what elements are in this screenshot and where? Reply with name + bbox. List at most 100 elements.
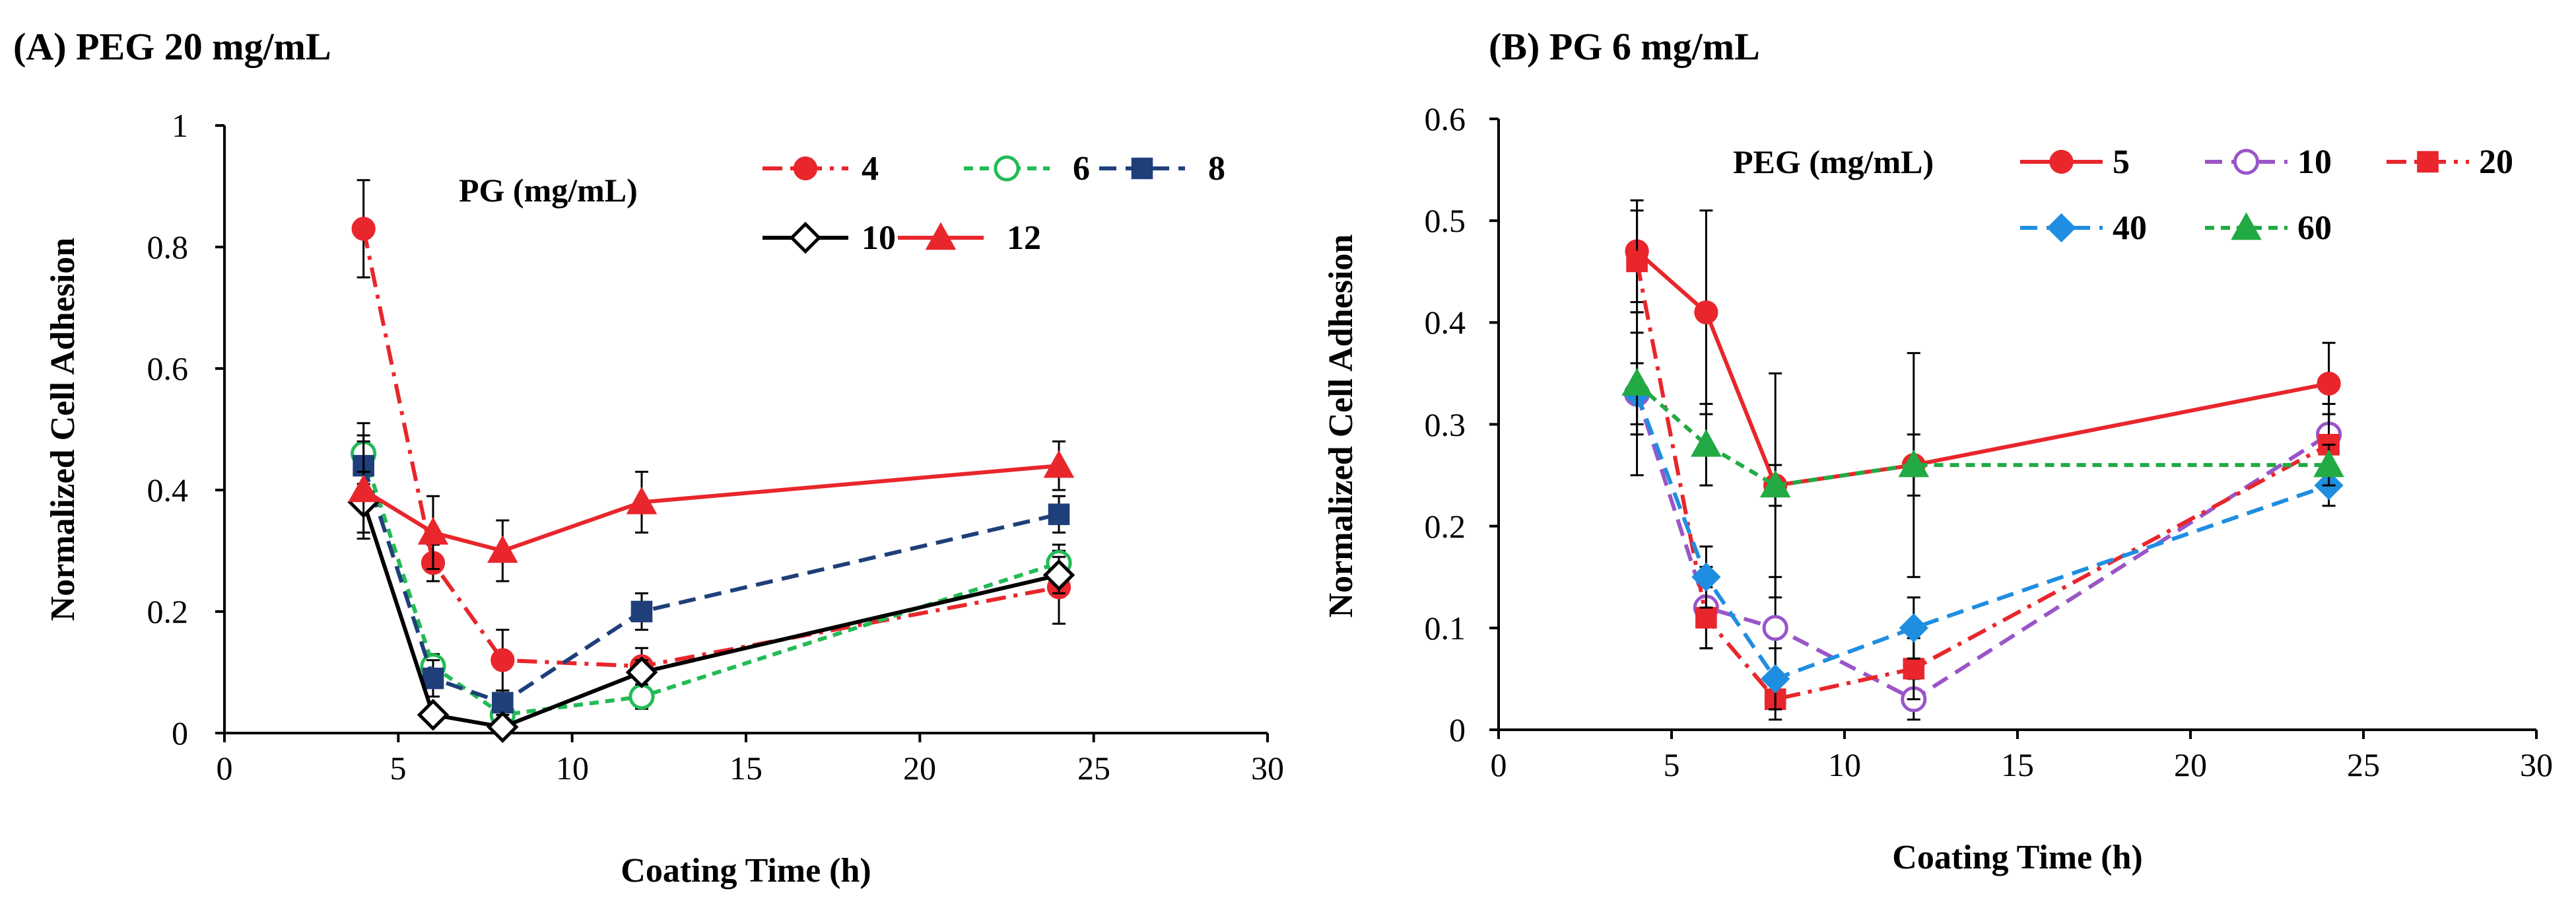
panel-b: (B) PG 6 mg/mL 0 0.1 0.2 0.3 0.4 0.5 0.6… bbox=[1322, 25, 2553, 876]
panel-a-y-tick-label: 0.4 bbox=[147, 472, 189, 509]
panel-a-legend-label: 10 bbox=[862, 219, 896, 257]
panel-b-y-tick-label: 0.6 bbox=[1425, 100, 1466, 137]
triangle-marker bbox=[1691, 429, 1722, 457]
panel-b-legend-label: 10 bbox=[2297, 143, 2332, 181]
panel-a-y-axis-title: Normalized Cell Adhesion bbox=[44, 238, 82, 621]
diamond-marker bbox=[417, 699, 450, 731]
series-line bbox=[1635, 261, 2330, 702]
diamond-marker bbox=[1761, 664, 1790, 694]
circle-marker bbox=[628, 684, 655, 710]
triangle-marker bbox=[417, 516, 449, 545]
panel-b-plot-area bbox=[1621, 199, 2344, 721]
panel-a-x-tick-label: 20 bbox=[903, 750, 936, 787]
panel-a-legend: PG (mg/mL) 4 6 8 10 12 bbox=[459, 150, 1225, 257]
panel-b-x-tick-label: 25 bbox=[2347, 746, 2380, 783]
panel-a-y-tick-label: 0 bbox=[172, 715, 188, 752]
panel-b-legend-label: 20 bbox=[2479, 143, 2513, 181]
triangle-marker bbox=[1759, 470, 1791, 498]
panel-b-legend-label: 60 bbox=[2297, 209, 2332, 247]
diamond-marker bbox=[1899, 613, 1928, 643]
square-marker bbox=[1131, 157, 1153, 180]
panel-b-legend-swatches bbox=[2020, 149, 2469, 243]
triangle-marker bbox=[2313, 449, 2344, 477]
circle-marker bbox=[2317, 371, 2341, 396]
panel-a-ticks bbox=[215, 124, 1269, 742]
square-marker bbox=[1048, 503, 1070, 526]
circle-marker bbox=[2049, 149, 2074, 174]
circle-marker bbox=[994, 155, 1020, 182]
panel-a-legend-label: 12 bbox=[1007, 219, 1041, 257]
series-8 bbox=[353, 434, 1070, 716]
panel-a-legend-label: 4 bbox=[862, 150, 879, 188]
square-marker bbox=[1626, 250, 1648, 273]
triangle-marker bbox=[1043, 450, 1075, 478]
panel-a-x-tick-label: 10 bbox=[556, 750, 589, 787]
panel-b-x-tick-label: 10 bbox=[1828, 746, 1861, 783]
diamond-marker bbox=[1042, 559, 1075, 592]
square-marker bbox=[1695, 607, 1717, 629]
diamond-marker bbox=[789, 221, 822, 254]
diamond-marker bbox=[487, 711, 519, 744]
panel-a-legend-title: PG (mg/mL) bbox=[459, 172, 638, 209]
panel-a-y-tick-labels: 0 0.2 0.4 0.6 0.8 1 bbox=[147, 107, 189, 752]
circle-marker bbox=[1762, 615, 1788, 641]
panel-a-y-tick-label: 0.6 bbox=[147, 350, 189, 387]
triangle-marker bbox=[626, 486, 658, 514]
panel-b-x-tick-label: 0 bbox=[1491, 746, 1507, 783]
panel-b-y-tick-label: 0.3 bbox=[1425, 406, 1466, 443]
panel-a-legend-label: 6 bbox=[1073, 150, 1090, 188]
triangle-marker bbox=[2231, 212, 2262, 240]
panel-b-x-axis-title: Coating Time (h) bbox=[1892, 839, 2142, 876]
panel-a-x-tick-label: 5 bbox=[390, 750, 407, 787]
panel-a-plot-area bbox=[347, 179, 1075, 744]
panel-a-y-tick-label: 0.8 bbox=[147, 229, 189, 265]
diamond-marker bbox=[2047, 213, 2076, 243]
panel-a-x-tick-label: 0 bbox=[217, 750, 233, 787]
triangle-marker bbox=[1898, 449, 1930, 477]
diamond-marker bbox=[1691, 562, 1721, 592]
panel-a-y-tick-label: 0.2 bbox=[147, 593, 189, 630]
circle-marker bbox=[1694, 300, 1718, 325]
panel-b-y-tick-labels: 0 0.1 0.2 0.3 0.4 0.5 0.6 bbox=[1425, 100, 1466, 748]
panel-a-x-tick-label: 30 bbox=[1251, 750, 1284, 787]
diamond-marker bbox=[625, 656, 658, 689]
panel-b-y-tick-label: 0.1 bbox=[1425, 610, 1466, 647]
panel-b-x-tick-label: 15 bbox=[2001, 746, 2034, 783]
panel-b-x-tick-label: 5 bbox=[1664, 746, 1680, 783]
square-marker bbox=[422, 667, 444, 689]
circle-marker bbox=[2233, 149, 2260, 175]
panel-b-y-tick-label: 0.5 bbox=[1425, 202, 1466, 239]
panel-b-ticks bbox=[1489, 118, 2538, 739]
panel-a: (A) PEG 20 mg/mL 0 0.2 0.4 0.6 0.8 1 0 5… bbox=[13, 25, 1284, 890]
panel-a-legend-label: 8 bbox=[1208, 150, 1225, 188]
panel-b-legend-label: 5 bbox=[2113, 143, 2130, 181]
panel-a-legend-swatches bbox=[763, 155, 1185, 254]
square-marker bbox=[492, 691, 514, 714]
panel-b-title: (B) PG 6 mg/mL bbox=[1489, 25, 1760, 68]
triangle-marker bbox=[348, 474, 379, 503]
panel-b-x-tick-label: 30 bbox=[2520, 746, 2553, 783]
square-marker bbox=[630, 600, 653, 623]
panel-a-x-axis-title: Coating Time (h) bbox=[621, 852, 871, 890]
panel-a-title: (A) PEG 20 mg/mL bbox=[13, 25, 331, 68]
panel-b-y-tick-label: 0.4 bbox=[1425, 304, 1466, 341]
panel-b-y-tick-label: 0 bbox=[1449, 711, 1466, 748]
panel-b-legend: PEG (mg/mL) 5 10 20 40 60 bbox=[1733, 143, 2513, 247]
panel-b-x-tick-labels: 0 5 10 15 20 25 30 bbox=[1491, 746, 2554, 783]
square-marker bbox=[2417, 151, 2439, 173]
panel-a-x-tick-label: 25 bbox=[1077, 750, 1110, 787]
panel-a-x-tick-label: 15 bbox=[729, 750, 763, 787]
triangle-marker bbox=[1621, 368, 1652, 396]
series-20 bbox=[1626, 209, 2340, 721]
series-12 bbox=[348, 440, 1075, 582]
circle-marker bbox=[351, 217, 376, 241]
series-60 bbox=[1621, 332, 2344, 507]
panel-b-x-tick-label: 20 bbox=[2174, 746, 2207, 783]
circle-marker bbox=[491, 648, 515, 672]
series-line bbox=[1635, 382, 2329, 488]
panel-b-y-axis-title: Normalized Cell Adhesion bbox=[1322, 234, 1360, 618]
square-marker bbox=[1903, 658, 1925, 680]
panel-a-y-tick-label: 1 bbox=[172, 107, 188, 144]
panel-a-x-tick-labels: 0 5 10 15 20 25 30 bbox=[217, 750, 1285, 787]
panel-b-legend-label: 40 bbox=[2113, 209, 2147, 247]
